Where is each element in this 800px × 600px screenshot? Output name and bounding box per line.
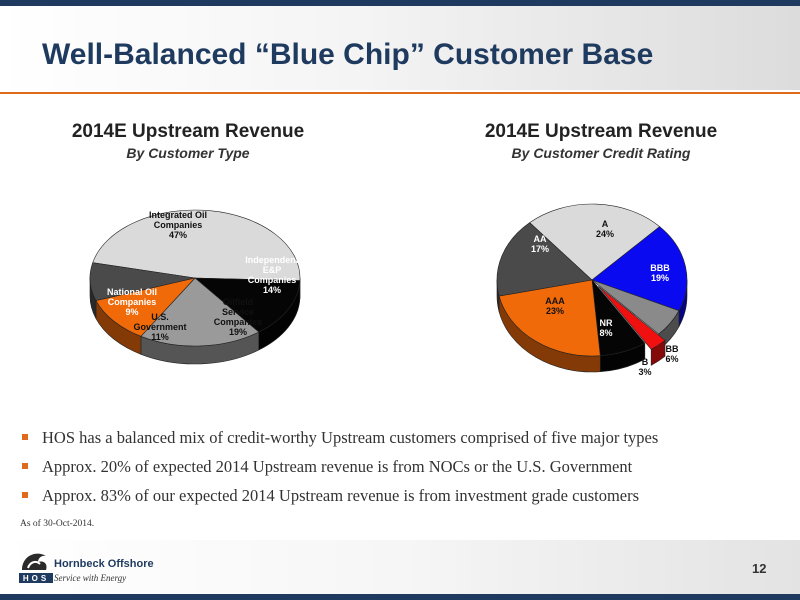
pie2-slice-label: A 24%: [596, 219, 614, 239]
bullet-item: HOS has a balanced mix of credit-worthy …: [22, 428, 792, 457]
chart2-title: 2014E Upstream Revenue: [484, 121, 718, 142]
bullet-square-icon: [22, 434, 28, 440]
footer-band: [0, 540, 800, 594]
chart2-subtitle: By Customer Credit Rating: [511, 145, 691, 161]
pie2-slice: [496, 222, 593, 297]
pie2-slice-label: BB 6%: [665, 344, 679, 364]
slide-title: Well-Balanced “Blue Chip” Customer Base: [42, 38, 654, 71]
pie1-slice: [92, 209, 301, 281]
chart1-title: 2014E Upstream Revenue: [71, 121, 305, 142]
top-bar: [0, 0, 800, 6]
brand-name: Hornbeck Offshore: [54, 558, 154, 570]
pie2-slice-label: B 3%: [638, 357, 651, 377]
pie1-slice: [140, 277, 260, 347]
pie2-slice: [529, 203, 661, 281]
pie1-slice-label: Oilfield Service Companies 19%: [214, 297, 263, 337]
bullet-list: HOS has a balanced mix of credit-worthy …: [22, 428, 792, 515]
pie1-slice-label: National Oil Companies 9%: [107, 287, 157, 317]
chart1-subtitle: By Customer Type: [126, 145, 250, 161]
hornbeck-logo-icon: HOS: [19, 553, 53, 583]
pie1-slice: [194, 277, 301, 333]
bullet-square-icon: [22, 463, 28, 469]
bullet-item: Approx. 20% of expected 2014 Upstream re…: [22, 457, 792, 486]
pie1-slice: [95, 277, 196, 337]
header-band: [0, 6, 800, 90]
pie1-slice-label: U.S. Government 11%: [133, 312, 186, 342]
as-of-note: As of 30-Oct-2014.: [20, 519, 95, 529]
page-number: 12: [752, 561, 767, 576]
pie2-slice: [598, 285, 666, 350]
bullet-square-icon: [22, 492, 28, 498]
bullet-item: Approx. 83% of our expected 2014 Upstrea…: [22, 486, 792, 515]
brand-tagline: Service with Energy: [54, 573, 127, 583]
pie1-slice-label: Integrated Oil Companies 47%: [149, 210, 207, 240]
pie1-slice-label: Independent E&P Companies 14%: [245, 255, 299, 295]
pie2-slice: [498, 279, 601, 357]
pie2-slice-label: NR 8%: [599, 318, 613, 338]
pie2-slice: [591, 226, 688, 312]
pie2-slice-label: AAA 23%: [545, 296, 565, 316]
header-rule: [0, 92, 800, 94]
logo-text: HOS: [23, 574, 49, 583]
pie1-slice: [89, 262, 196, 301]
pie2-slice-label: BBB 19%: [650, 263, 670, 283]
pie2-slice: [591, 279, 680, 335]
pie2-slice-label: AA 17%: [531, 234, 549, 254]
bottom-bar: [0, 594, 800, 600]
